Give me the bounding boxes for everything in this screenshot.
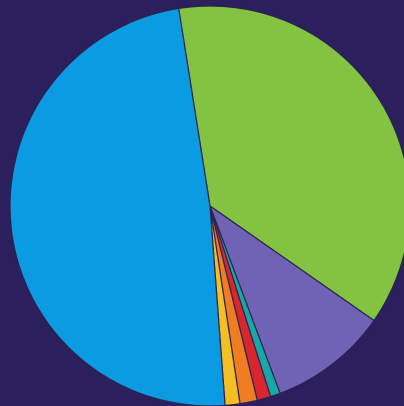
pie-slice-1 xyxy=(178,5,404,322)
pie-slices xyxy=(9,5,404,406)
pie-slice-7 xyxy=(9,7,226,406)
pie-slice-2 xyxy=(209,205,375,394)
